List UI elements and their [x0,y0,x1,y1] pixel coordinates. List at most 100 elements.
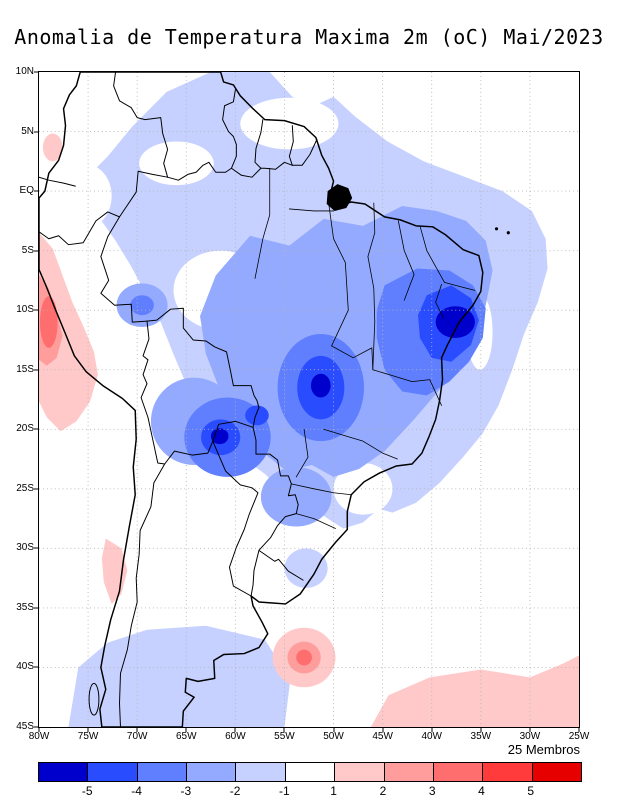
lat-tick-mark [34,190,39,192]
lat-tick-label: 15S [16,363,34,375]
lon-tick-mark [578,727,580,732]
lon-tick-label: 45W [372,731,393,742]
anomaly-blob [68,625,291,727]
shaded-anomaly-field [39,72,579,727]
state-border [367,256,376,371]
anomaly-blob [210,428,229,445]
state-border [295,428,309,478]
lat-tick-label: 40S [16,661,34,673]
country-border [164,420,254,465]
lat-tick-label: 45S [16,721,34,732]
state-border [419,225,445,283]
colorbar-cell [39,763,89,781]
colorbar-cell [137,763,188,781]
country-border [39,211,120,246]
country-border [212,440,259,597]
colorbar-tick-label: -3 [180,784,192,798]
lon-tick-label: 30W [519,731,541,742]
anomaly-blob [39,232,98,432]
colorbar-cell [187,763,237,781]
state-border [435,283,444,319]
anomaly-blob [101,538,128,604]
lat-tick-label: 20S [16,423,34,435]
anomaly-blob [139,141,214,186]
colorbar-cell [532,763,581,781]
state-border [290,483,352,496]
colorbar-labels: -5 -4 -3 -2 -1 1 2 3 4 5 [38,784,580,798]
lat-tick-mark [34,547,39,549]
anomaly-blob [370,655,579,727]
lat-tick-mark [34,607,39,609]
lat-tick-label: 10S [16,304,34,316]
lat-tick-label: 25S [16,482,34,494]
lon-tick-mark [333,727,335,732]
map-plot-area: 10N 5N EQ 5S 10S 15S 20S 25S 30S 35S 40S 45S 80W 75W 7… [16,67,590,742]
colorbar-cell [335,763,385,781]
lat-tick-label: 30S [16,542,34,554]
lat-tick-mark [34,250,39,252]
state-border [397,220,415,301]
lon-tick-label: 50W [323,731,344,742]
colorbar-tick-label: 3 [428,784,436,798]
lat-tick-label: 5N [21,125,34,137]
country-border [258,549,304,581]
lat-tick-mark [34,726,39,728]
lat-tick-mark [34,131,39,133]
lon-tick-mark [480,727,482,732]
lon-tick-mark [234,727,236,732]
anomaly-blob [333,463,393,515]
country-border [100,170,169,323]
atlantic-islet-dot [494,227,499,231]
lon-tick-mark [185,727,187,732]
country-border [254,119,264,169]
lat-tick-label: EQ [19,185,34,197]
state-border [372,369,442,406]
lon-tick-label: 35W [470,731,492,742]
anomaly-blob [130,295,154,316]
map-title: Anomalia de Temperatura Maxima 2m (oC) M… [14,25,604,49]
lat-tick-label: 5S [21,244,34,256]
lon-tick-label: 25W [568,731,590,742]
state-border [331,345,374,371]
state-border [323,428,398,460]
lon-tick-mark [529,727,531,732]
lat-tick-mark [34,666,39,668]
anomaly-blob [296,649,312,666]
country-border [39,176,76,187]
anomaly-map-svg [39,72,579,727]
anomaly-blob [60,164,112,228]
country-border [222,89,236,133]
lon-tick-label: 80W [28,731,50,742]
colorbar-cell [88,763,138,781]
lon-tick-mark [283,727,285,732]
lon-tick-label: 65W [175,731,197,742]
lon-tick-mark [136,727,138,732]
anomaly-blob [310,373,331,398]
marajo-island [326,184,353,211]
lat-tick-mark [34,71,39,73]
lat-tick-label: 10N [15,66,34,77]
country-borders [39,72,318,727]
lon-tick-label: 70W [126,731,148,742]
colorbar-cell [483,763,533,781]
state-border [295,513,336,529]
lon-tick-mark [382,727,384,732]
lat-tick-label: 35S [16,601,34,613]
lat-tick-mark [34,309,39,311]
lon-tick-label: 55W [274,731,295,742]
colorbar-tick-label: 2 [379,784,387,798]
anomaly-blob [42,133,63,162]
colorbar-cell [285,763,336,781]
chiloe-island-outline [88,682,100,716]
colorbar [38,762,582,782]
colorbar-cell [236,763,286,781]
lat-tick-mark [34,428,39,430]
colorbar-tick-label: -2 [229,784,241,798]
coastline [39,72,484,727]
state-border [328,202,349,347]
colorbar-tick-label: 5 [527,784,535,798]
state-border [288,208,334,212]
state-border [444,281,476,291]
lon-tick-mark [87,727,89,732]
atlantic-islet-dot [506,231,510,235]
